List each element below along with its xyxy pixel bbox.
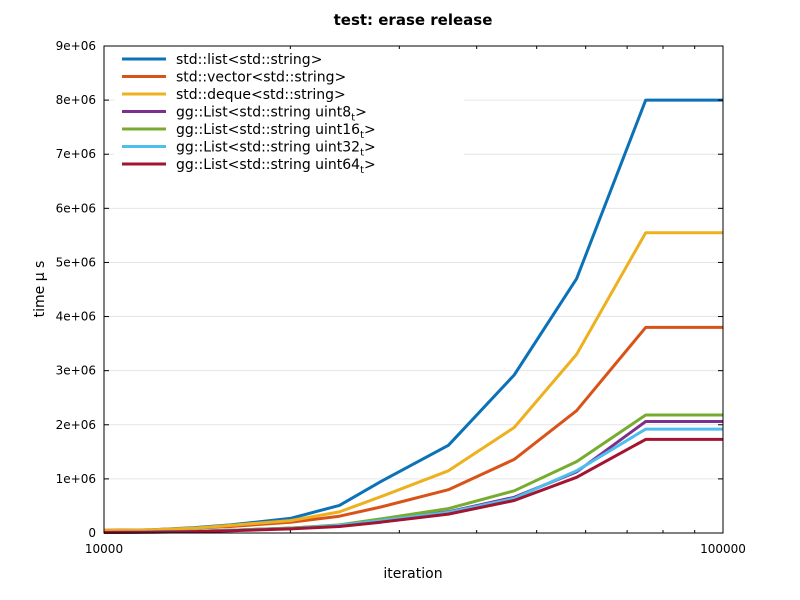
legend-label: gg::List<std::string uint8t> bbox=[176, 105, 367, 124]
legend-label: std::list<std::string> bbox=[176, 52, 322, 68]
x-tick-label: 100000 bbox=[700, 542, 746, 556]
legend-label: gg::List<std::string uint64t> bbox=[176, 157, 376, 176]
y-tick-label: 5e+06 bbox=[56, 255, 96, 269]
legend-label: gg::List<std::string uint16t> bbox=[176, 122, 376, 141]
y-tick-label: 6e+06 bbox=[56, 201, 96, 215]
y-tick-label: 7e+06 bbox=[56, 147, 96, 161]
y-tick-label: 2e+06 bbox=[56, 418, 96, 432]
y-tick-label: 0 bbox=[88, 526, 96, 540]
legend: std::list<std::string>std::vector<std::s… bbox=[114, 49, 464, 176]
x-tick-label: 10000 bbox=[85, 542, 123, 556]
legend-label: gg::List<std::string uint32t> bbox=[176, 140, 376, 159]
y-tick-label: 4e+06 bbox=[56, 310, 96, 324]
y-tick-label: 3e+06 bbox=[56, 364, 96, 378]
chart-title: test: erase release bbox=[334, 11, 493, 29]
y-tick-label: 9e+06 bbox=[56, 39, 96, 53]
axis-ticks: 0 1e+06 2e+06 3e+06 4e+06 5e+06 6e+06 7e+06 8e+0… bbox=[56, 39, 746, 556]
series-line bbox=[103, 231, 723, 533]
x-axis-label: iteration bbox=[383, 566, 442, 582]
series-lines bbox=[103, 98, 723, 534]
legend-label: std::deque<std::string> bbox=[176, 87, 346, 103]
legend-label: std::vector<std::string> bbox=[176, 70, 346, 86]
series-line bbox=[103, 437, 723, 534]
y-axis-label: time μ s bbox=[32, 261, 48, 318]
y-tick-label: 8e+06 bbox=[56, 93, 96, 107]
legend-background bbox=[114, 49, 464, 176]
plot-frame bbox=[103, 45, 724, 534]
y-tick-label: 1e+06 bbox=[56, 472, 96, 486]
